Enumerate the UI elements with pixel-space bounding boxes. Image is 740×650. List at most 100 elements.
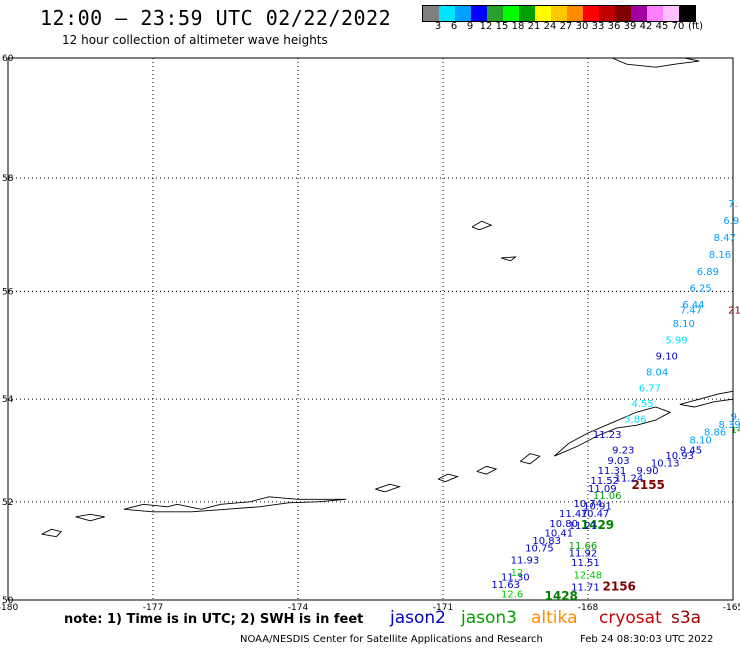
wave-height-label: 11.23 (593, 430, 622, 441)
wave-height-label: 9.03 (607, 456, 629, 467)
color-scale-swatch (487, 6, 503, 21)
wave-height-label: 10.75 (525, 543, 554, 554)
chart-subtitle: 12 hour collection of altimeter wave hei… (62, 33, 328, 47)
color-scale-swatch (631, 6, 647, 21)
color-scale-swatch (567, 6, 583, 21)
color-scale-label: 9 (466, 21, 474, 32)
wave-height-label: 3.86 (624, 415, 646, 426)
color-scale-swatch (423, 6, 439, 21)
x-tick-label: -180 (0, 603, 18, 613)
wave-height-label: 10.41 (545, 529, 574, 540)
wave-height-label: 1429 (581, 518, 614, 532)
wave-height-label: 8.16 (709, 250, 731, 261)
wave-height-label: 8.10 (673, 319, 695, 330)
wave-height-label: 8.10 (690, 435, 712, 446)
x-tick-label: -177 (143, 603, 163, 613)
y-tick-label: 50 (2, 596, 14, 606)
wave-height-label: 5.99 (665, 335, 687, 346)
y-tick-label: 56 (2, 287, 14, 297)
wave-height-label: 11.71 (571, 582, 600, 593)
wave-height-label: 10.13 (651, 458, 680, 469)
wave-height-label: 8.04 (646, 367, 668, 378)
x-tick-label: -168 (578, 603, 599, 613)
coastline (520, 453, 541, 465)
wave-height-label: 9.10 (656, 351, 678, 362)
color-scale-label: 6 (450, 21, 458, 32)
x-tick-label: -171 (433, 603, 453, 613)
chart-title: 12:00 – 23:59 UTC 02/22/2022 (40, 6, 392, 30)
color-scale-label: 21 (527, 21, 541, 32)
coastline (553, 406, 672, 457)
color-scale-label: 42 (639, 21, 653, 32)
coastline (123, 496, 347, 513)
wave-height-label: 2156 (603, 579, 636, 593)
wave-height-label: 11.51 (571, 558, 600, 569)
color-scale-swatch (551, 6, 567, 21)
wave-height-label: 6.89 (697, 267, 719, 278)
color-scale-swatch (535, 6, 551, 21)
coastline (75, 513, 105, 522)
wave-height-label: 11.47 (559, 509, 588, 520)
wave-height-label: 6.44 (682, 300, 704, 311)
y-tick-label: 60 (2, 54, 14, 64)
color-scale-swatch (583, 6, 599, 21)
color-scale-label: 18 (511, 21, 525, 32)
color-scale-label: 12 (479, 21, 493, 32)
color-scale-unit: (ft) (688, 21, 704, 32)
credit-line: NOAA/NESDIS Center for Satellite Applica… (240, 634, 543, 645)
wave-height-label: 21 (728, 305, 740, 316)
color-scale-label: 33 (591, 21, 605, 32)
coastline (612, 57, 700, 68)
x-tick-label: -165 (723, 603, 740, 613)
wave-height-label: 11.09 (588, 484, 617, 495)
coastline (41, 528, 63, 538)
wave-height-label: 11.30 (501, 573, 530, 584)
wave-height-label: 6.9 (723, 216, 739, 227)
wave-height-label: 12.6 (501, 590, 523, 601)
wave-height-label: 11.31 (598, 466, 627, 477)
color-scale-label: 36 (607, 21, 621, 32)
color-scale-swatch (503, 6, 519, 21)
wave-height-label: 11.24 (615, 474, 644, 485)
y-tick-label: 58 (2, 174, 14, 184)
coastline (476, 465, 498, 475)
wave-height-label: 10.93 (665, 451, 694, 462)
wave-height-label: 1428 (545, 589, 578, 603)
satellite-legend-cryosat: cryosat (599, 608, 662, 628)
coastline (471, 220, 493, 231)
wave-height-label: 11.92 (569, 548, 598, 559)
color-scale-swatch (679, 6, 695, 21)
coastline (679, 390, 734, 408)
coastline (500, 256, 517, 262)
wave-height-label: 10.47 (581, 509, 610, 520)
wave-height-label: 6.25 (690, 283, 712, 294)
wave-height-label: 10.74 (574, 499, 603, 510)
wave-height-label: 11.52 (590, 476, 619, 487)
coastline (375, 483, 402, 493)
color-scale-swatch (615, 6, 631, 21)
wave-height-label: 7. (728, 199, 738, 210)
wave-height-label: 11.93 (511, 556, 540, 567)
wave-height-label: 14 (731, 425, 740, 436)
wave-height-label: 10.83 (532, 536, 561, 547)
color-scale-bar (422, 5, 696, 22)
footnote: note: 1) Time is in UTC; 2) SWH is in fe… (64, 612, 364, 627)
wave-height-label: 8.86 (704, 428, 726, 439)
credit-date: Feb 24 08:30:03 UTC 2022 (580, 634, 714, 645)
wave-height-label: 4.55 (632, 399, 654, 410)
color-scale-swatch (647, 6, 663, 21)
wave-height-label: 8.47 (714, 233, 736, 244)
satellite-legend-altika: altika (531, 608, 578, 628)
wave-height-label: 11.21 (569, 521, 598, 532)
coastline (437, 473, 459, 483)
y-tick-label: 54 (2, 395, 14, 405)
color-scale-label: 3 (434, 21, 442, 32)
color-scale-swatch (599, 6, 615, 21)
wave-height-label: 9.23 (612, 446, 634, 457)
wave-height-label: 9.23 (731, 412, 740, 423)
wave-height-label: 10.80 (549, 519, 578, 530)
color-scale-label: 39 (623, 21, 637, 32)
y-tick-label: 52 (2, 498, 13, 508)
satellite-legend-jason3: jason3 (461, 608, 517, 628)
